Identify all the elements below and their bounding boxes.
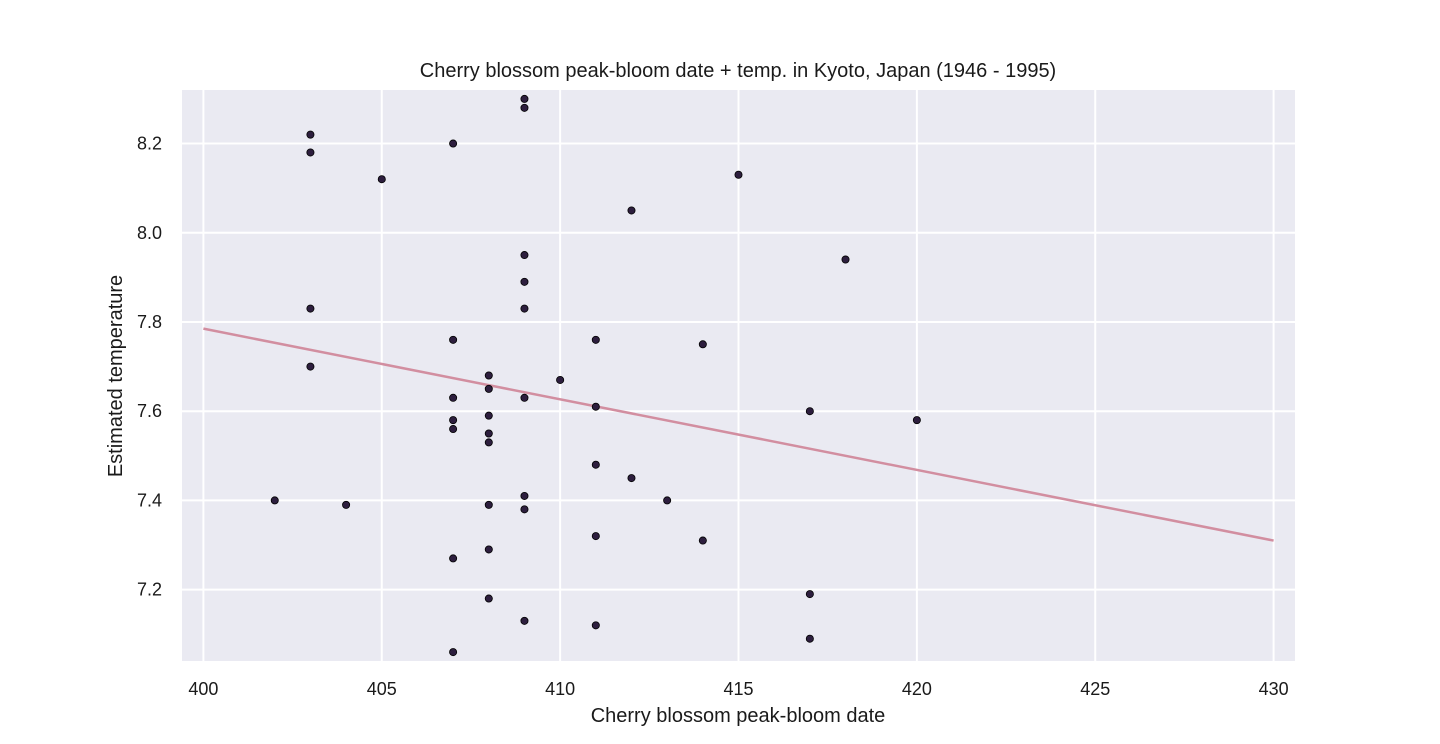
data-point: [627, 206, 636, 215]
y-tick-label: 8.2: [137, 134, 162, 154]
data-point: [377, 175, 386, 184]
chart-title: Cherry blossom peak-bloom date + temp. i…: [420, 60, 1056, 82]
data-point: [805, 407, 814, 416]
data-point: [520, 505, 529, 514]
y-axis-ticks: 7.2 7.4 7.6 7.8 8.0 8.2: [137, 134, 162, 600]
data-point: [484, 429, 493, 438]
data-point: [306, 148, 315, 157]
data-point: [663, 496, 672, 505]
data-point: [520, 103, 529, 112]
data-point: [342, 500, 351, 509]
data-point: [520, 491, 529, 500]
trend-line: [203, 327, 1274, 542]
x-tick-label: 415: [723, 679, 753, 699]
data-point: [484, 371, 493, 380]
data-point: [484, 500, 493, 509]
data-point: [270, 496, 279, 505]
data-point: [805, 590, 814, 599]
data-point: [591, 402, 600, 411]
y-tick-label: 7.8: [137, 312, 162, 332]
x-tick-label: 410: [545, 679, 575, 699]
data-point: [520, 94, 529, 103]
data-point: [591, 460, 600, 469]
data-point: [484, 384, 493, 393]
y-tick-label: 7.2: [137, 580, 162, 600]
x-tick-label: 420: [902, 679, 932, 699]
data-point: [449, 335, 458, 344]
data-point: [805, 634, 814, 643]
grid-lines: [182, 90, 1295, 661]
x-axis-label: Cherry blossom peak-bloom date: [591, 705, 886, 727]
y-tick-label: 7.6: [137, 401, 162, 421]
data-point: [449, 139, 458, 148]
data-point: [734, 170, 743, 179]
data-point: [591, 621, 600, 630]
data-point: [306, 304, 315, 313]
data-point: [520, 277, 529, 286]
data-point: [698, 340, 707, 349]
data-point: [449, 648, 458, 657]
trend-line-group: [203, 327, 1274, 542]
data-point: [449, 425, 458, 434]
x-tick-label: 400: [188, 679, 218, 699]
data-point: [591, 335, 600, 344]
data-point: [484, 438, 493, 447]
data-point: [484, 411, 493, 420]
data-point: [698, 536, 707, 545]
data-points: [270, 94, 921, 657]
data-point: [912, 416, 921, 425]
y-tick-label: 8.0: [137, 223, 162, 243]
data-point: [591, 532, 600, 541]
x-tick-label: 425: [1080, 679, 1110, 699]
data-point: [484, 545, 493, 554]
data-point: [520, 616, 529, 625]
data-point: [556, 375, 565, 384]
data-point: [484, 594, 493, 603]
data-point: [306, 362, 315, 371]
data-point: [449, 416, 458, 425]
y-tick-label: 7.4: [137, 490, 162, 510]
data-point: [520, 393, 529, 402]
data-point: [449, 554, 458, 563]
data-point: [306, 130, 315, 139]
data-point: [627, 474, 636, 483]
data-point: [841, 255, 850, 264]
data-point: [520, 251, 529, 260]
x-tick-label: 430: [1259, 679, 1289, 699]
x-tick-label: 405: [367, 679, 397, 699]
data-point: [520, 304, 529, 313]
x-axis-ticks: 400 405 410 415 420 425 430: [188, 679, 1288, 699]
y-axis-label: Estimated temperature: [105, 275, 127, 477]
data-point: [449, 393, 458, 402]
